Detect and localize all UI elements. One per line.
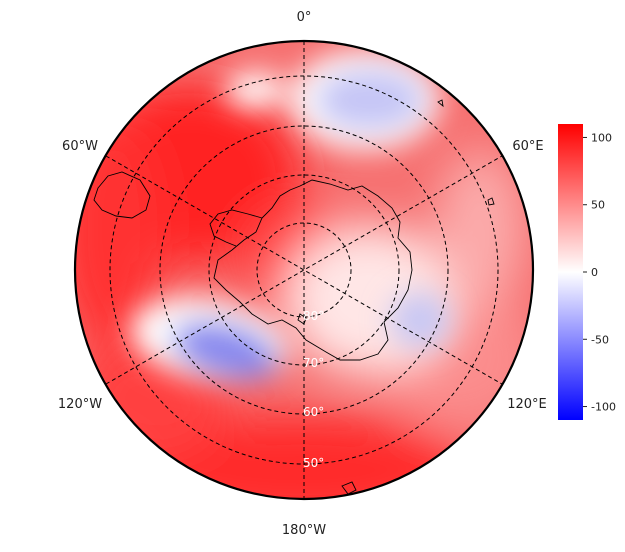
map-boundary bbox=[73, 39, 535, 501]
colorbar: 100 50 0 -50 -100 bbox=[558, 124, 616, 420]
new-zealand-fragment bbox=[341, 481, 357, 495]
colorbar-tick-label: -100 bbox=[591, 401, 616, 414]
island-east-1 bbox=[487, 197, 495, 206]
lat-label-70: 70° bbox=[303, 356, 324, 370]
lon-label-60w: 60°W bbox=[62, 139, 98, 154]
colorbar-tick-label: -50 bbox=[591, 333, 609, 346]
meridian-120w-60e bbox=[105, 155, 503, 385]
south-america-tip bbox=[93, 171, 151, 219]
lon-label-180w: 180°W bbox=[282, 523, 326, 538]
antarctic-peninsula bbox=[209, 209, 263, 247]
field-fill bbox=[75, 41, 533, 499]
lon-label-60e: 60°E bbox=[512, 139, 543, 154]
lon-label-0: 0° bbox=[297, 10, 312, 25]
lat-label-60: 60° bbox=[303, 405, 324, 419]
colorbar-tick-label: 100 bbox=[591, 131, 612, 144]
lat-label-80: 80° bbox=[303, 309, 324, 323]
colorbar-ticks: 100 50 0 -50 -100 bbox=[583, 131, 616, 414]
antarctica-coast bbox=[213, 179, 413, 361]
island-east-2 bbox=[437, 99, 444, 108]
lon-label-120w: 120°W bbox=[58, 397, 102, 412]
lat-label-50: 50° bbox=[303, 456, 324, 470]
lon-label-120e: 120°E bbox=[507, 397, 547, 412]
colorbar-tick-label: 0 bbox=[591, 266, 598, 279]
colorbar-gradient bbox=[558, 124, 583, 420]
graticule bbox=[105, 41, 503, 499]
colorbar-tick-label: 50 bbox=[591, 199, 605, 212]
meridian-60w-120e bbox=[105, 155, 503, 385]
